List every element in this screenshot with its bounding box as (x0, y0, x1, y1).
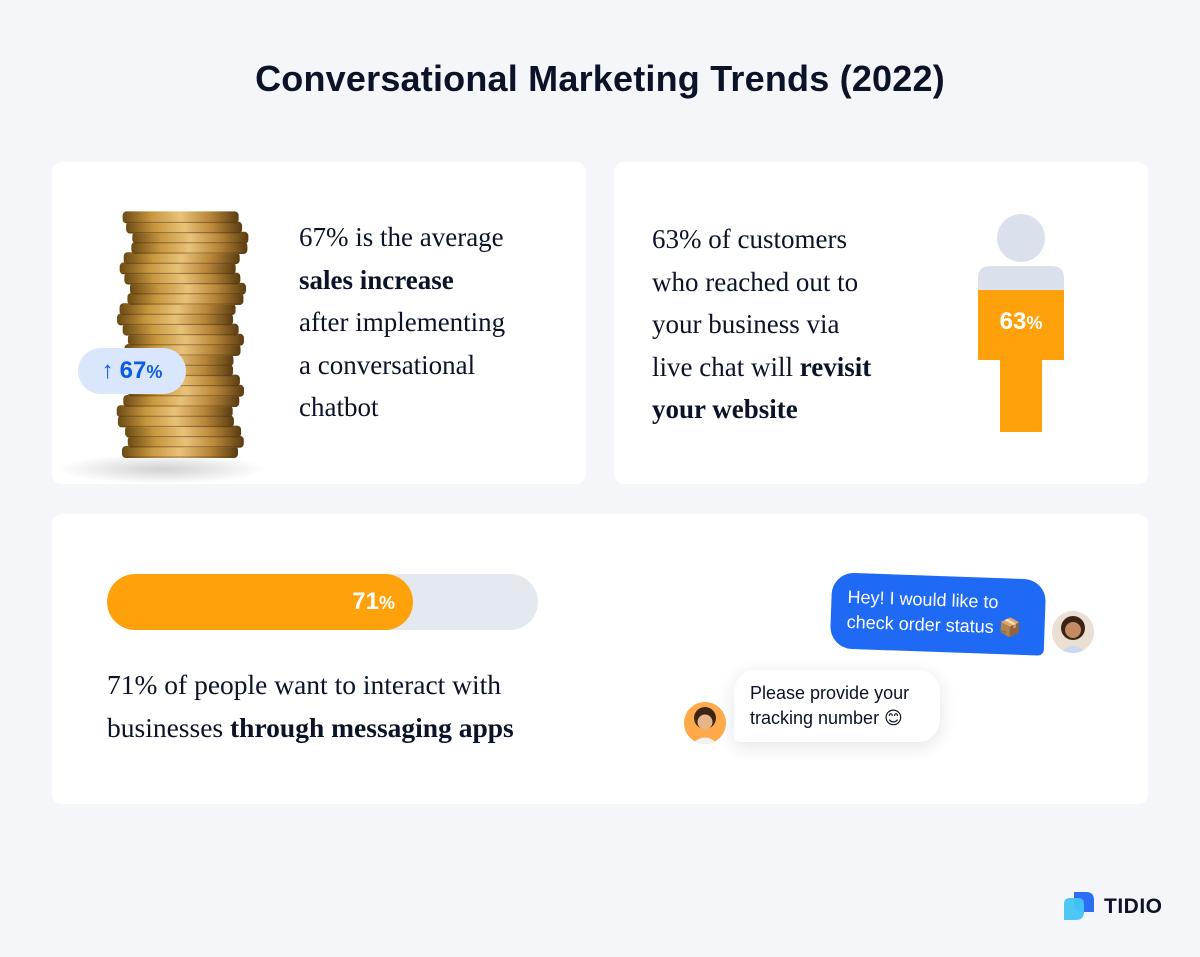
coin (125, 425, 242, 438)
coin (131, 242, 248, 254)
coin (127, 293, 244, 305)
coin (119, 303, 236, 316)
tidio-logo-text: TIDIO (1104, 895, 1163, 918)
chat-user-bubble: Hey! I would like to check order status … (829, 572, 1047, 656)
sales-increase-text: 67% is the average sales increase after … (299, 222, 506, 422)
tidio-logo: TIDIO (1062, 890, 1163, 924)
person-body-icon (978, 266, 1064, 432)
coin (124, 272, 241, 285)
revisit-text: 63% of customers who reached out to your… (652, 224, 872, 424)
coin (127, 435, 244, 448)
arrow-up-icon: ↑ (101, 357, 114, 384)
chat-bot-bubble: Please provide your tracking number 😊 (734, 670, 940, 742)
revisit-percentage: 63% (999, 308, 1043, 335)
coin-shadow (57, 454, 267, 484)
person-head-icon (997, 214, 1045, 262)
coin (122, 211, 239, 224)
user-avatar (1052, 611, 1094, 653)
coin (132, 231, 249, 244)
coin (116, 405, 233, 418)
coin (117, 313, 234, 326)
revisit-card: 63% of customers who reached out to your… (614, 162, 1148, 484)
messaging-card: 71% 71% of people want to interact with … (52, 514, 1148, 804)
coin (126, 221, 243, 234)
messaging-progress-bar: 71% (107, 574, 538, 630)
messaging-progress-fill: 71% (107, 574, 413, 630)
coin-stack-illustration (116, 211, 249, 458)
sales-increase-badge: ↑ 67% (78, 348, 186, 394)
coin (122, 323, 239, 336)
coin (117, 415, 234, 428)
coin (122, 446, 238, 458)
messaging-progress-label: 71% (352, 588, 395, 615)
coin (119, 262, 236, 275)
badge-value: 67% (119, 357, 163, 384)
agent-avatar (684, 702, 726, 744)
coin (123, 395, 240, 407)
coin (129, 282, 246, 295)
messaging-text: 71% of people want to interact with busi… (107, 669, 514, 743)
coin (123, 252, 240, 265)
coin (127, 333, 244, 346)
sales-increase-card: ↑ 67% 67% is the average sales increase … (52, 162, 586, 484)
tidio-logo-icon (1064, 892, 1094, 920)
page-title: Conversational Marketing Trends (2022) (255, 58, 945, 99)
